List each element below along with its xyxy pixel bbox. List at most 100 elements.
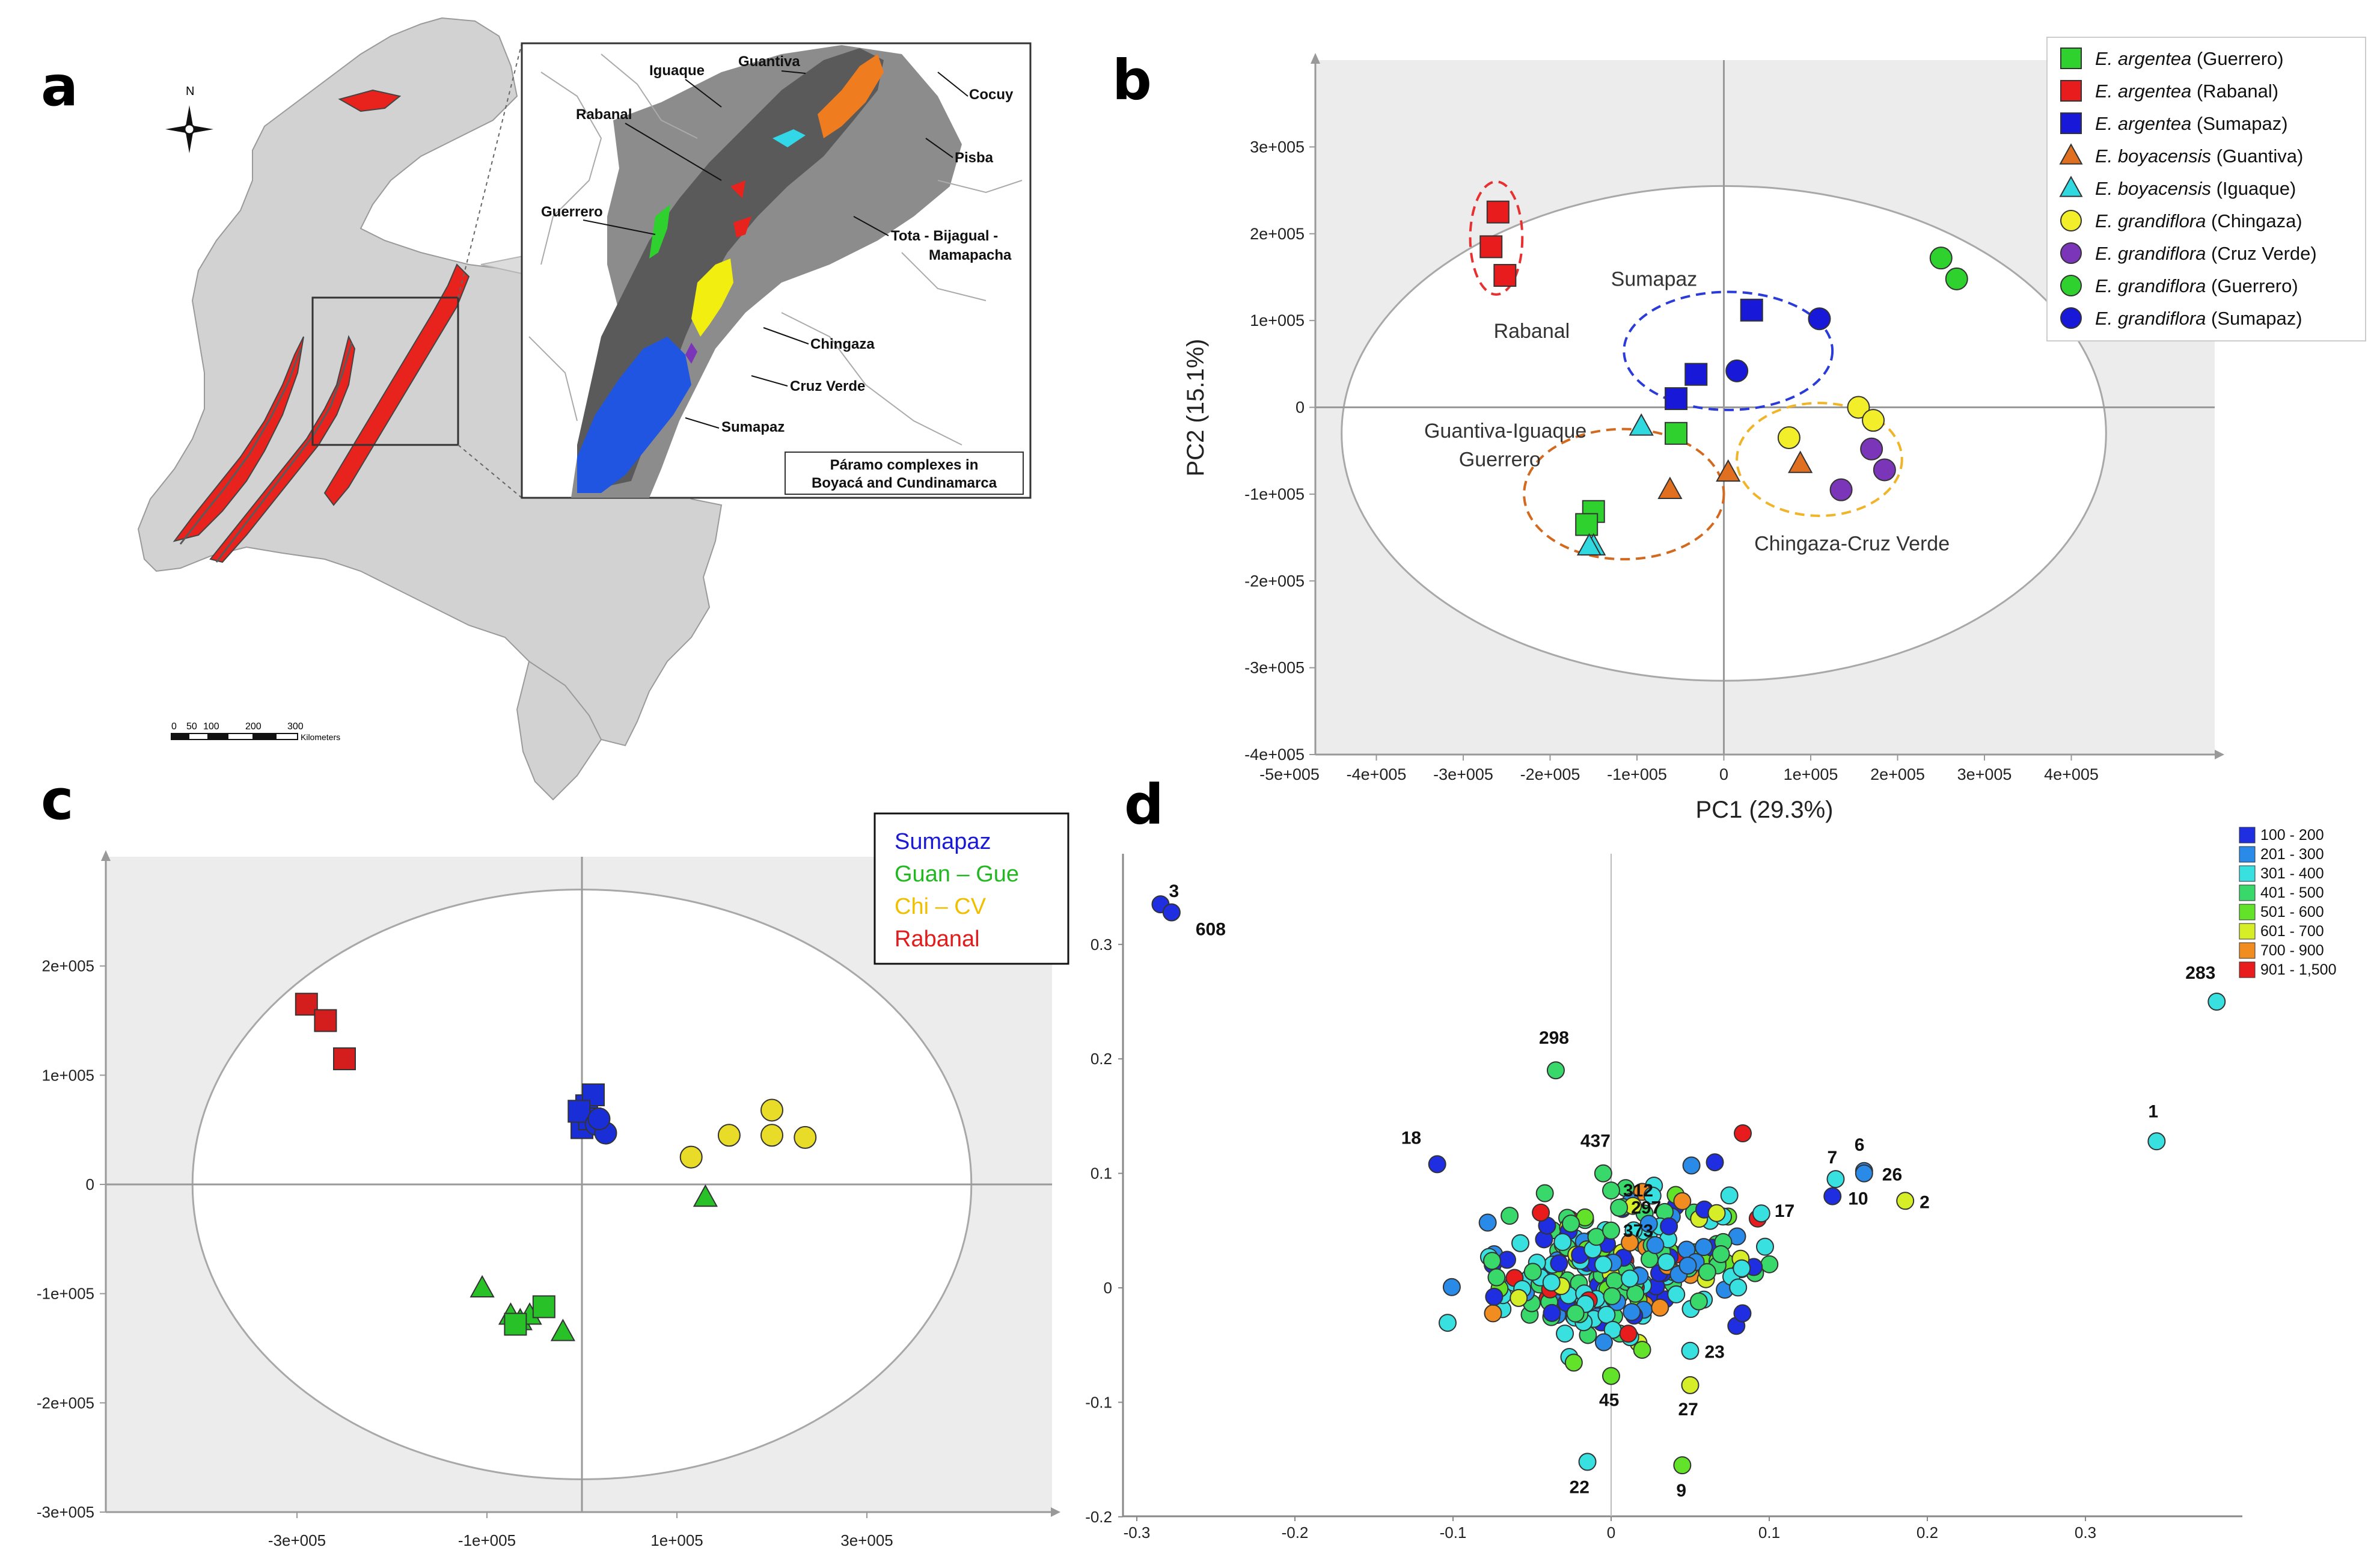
c-data-point: [333, 1047, 356, 1071]
b-x-tick-label: 2e+005: [1870, 765, 1925, 783]
b-data-point: [1576, 533, 1602, 556]
d-legend-swatch: [2239, 942, 2256, 959]
d-data-point: [1594, 1333, 1613, 1352]
d-data-point: [1682, 1156, 1701, 1175]
d-data-point: [1621, 1269, 1639, 1288]
d-point-label: 312: [1623, 1181, 1653, 1201]
b-legend-swatch: [2060, 112, 2082, 134]
b-data-point: [1725, 359, 1749, 382]
d-data-point-labeled: [1681, 1376, 1700, 1394]
panel-a: a N 0: [41, 17, 1032, 801]
b-y-tick-label: 2e+005: [1250, 225, 1305, 243]
d-data-point: [1597, 1305, 1616, 1324]
c-x-arrow-icon: [1051, 1507, 1060, 1517]
d-data-point: [1621, 1233, 1639, 1252]
b-data-point: [1862, 409, 1885, 432]
d-data-point: [1760, 1255, 1779, 1273]
highland-outlines: [179, 342, 353, 563]
b-data-point: [1777, 426, 1800, 450]
colombia-map-south: [516, 660, 602, 801]
d-data-point: [1755, 1237, 1774, 1256]
c-legend-entry: Chi – CV: [895, 894, 987, 919]
b-legend-entry: E. boyacensis (Guantiva): [2095, 145, 2303, 167]
d-data-point: [1510, 1288, 1528, 1307]
inset-rabanal-area: [730, 180, 751, 237]
d-data-point: [1553, 1233, 1572, 1251]
b-data-point: [1657, 476, 1683, 500]
inset-chingaza-area: [691, 259, 733, 337]
inset-label-sumapaz: Sumapaz: [721, 419, 785, 435]
d-data-point: [1485, 1287, 1504, 1306]
b-x-tick-label: 4e+005: [2044, 765, 2099, 783]
b-group-label: Sumapaz: [1611, 268, 1698, 290]
d-point-label: 9: [1676, 1481, 1686, 1501]
inset-label-rabanal: Rabanal: [576, 106, 632, 123]
d-legend-entry: 700 - 900: [2260, 942, 2324, 959]
d-data-point: [1564, 1353, 1583, 1372]
c-y-tick-label: 0: [86, 1175, 94, 1193]
d-data-point: [1695, 1238, 1713, 1257]
d-point-label: 26: [1882, 1165, 1902, 1185]
b-data-point: [1929, 247, 1953, 270]
d-data-point: [1689, 1292, 1708, 1311]
d-legend-entry: 100 - 200: [2260, 827, 2324, 844]
d-data-point: [1482, 1252, 1501, 1270]
d-data-point: [1438, 1314, 1457, 1332]
inset-guerrero-area: [649, 204, 670, 259]
d-data-point: [1733, 1259, 1751, 1278]
d-legend-swatch: [2239, 961, 2256, 978]
scale-tick-3: 200: [245, 721, 262, 732]
d-x-tick-label: -0.2: [1282, 1524, 1309, 1542]
b-x-tick-label: 0: [1719, 765, 1728, 783]
d-point-label: 283: [2185, 963, 2215, 983]
inset-locator-box: [311, 296, 459, 446]
d-data-point: [1733, 1304, 1752, 1323]
b-data-point: [1665, 387, 1688, 411]
d-data-point-labeled: [1162, 903, 1181, 922]
c-x-tick-label: -3e+005: [268, 1531, 326, 1549]
c-y-tick-label: 1e+005: [42, 1066, 94, 1084]
c-x-tick-label: -1e+005: [458, 1531, 516, 1549]
d-x-tick-label: 0: [1607, 1524, 1615, 1542]
b-data-point: [1716, 459, 1741, 482]
inset-pointers: [583, 70, 968, 429]
d-data-point: [1532, 1203, 1550, 1222]
d-y-tick-label: 0.3: [1091, 936, 1112, 954]
d-point-label: 3: [1169, 881, 1179, 901]
d-legend-swatch: [2239, 827, 2256, 844]
d-legend-swatch: [2239, 865, 2256, 882]
d-data-point: [1619, 1325, 1638, 1343]
d-legend-swatch: [2239, 923, 2256, 940]
d-data-point: [1535, 1184, 1554, 1202]
b-legend-swatch: [2060, 242, 2082, 264]
inset-label-iguaque: Iguaque: [649, 63, 705, 79]
b-data-point: [1860, 437, 1883, 461]
d-data-point: [1639, 1214, 1658, 1233]
compass-icon: N: [165, 85, 213, 153]
d-point-label: 1: [2148, 1101, 2158, 1121]
b-legend-swatch: [2060, 47, 2082, 69]
scale-tick-4: 300: [287, 721, 304, 732]
b-x-axis-title: PC1 (29.3%): [1696, 797, 1834, 823]
d-legend-entry: 201 - 300: [2260, 846, 2324, 863]
d-point-label: 10: [1848, 1189, 1868, 1209]
d-data-point: [1643, 1186, 1662, 1205]
b-legend-entry: E. argentea (Sumapaz): [2095, 113, 2288, 134]
connector-top: [457, 43, 522, 298]
d-data-point: [1478, 1213, 1497, 1232]
b-x-tick-label: -3e+005: [1433, 765, 1493, 783]
d-data-point: [1556, 1325, 1574, 1343]
north-label: N: [186, 85, 194, 98]
d-legend-swatch: [2239, 904, 2256, 920]
scale-tick-1: 50: [186, 721, 197, 732]
c-legend-entry: Guan – Gue: [895, 862, 1019, 887]
d-x-tick-label: 0.3: [2075, 1524, 2096, 1542]
b-group-label: Rabanal: [1494, 320, 1570, 343]
d-point-label: 297: [1631, 1198, 1661, 1218]
inset-label-guerrero: Guerrero: [541, 204, 603, 220]
b-y-tick-label: 0: [1296, 399, 1305, 417]
d-y-tick-label: 0: [1104, 1279, 1112, 1297]
d-data-point: [1706, 1153, 1724, 1172]
b-legend-entry: E. grandiflora (Sumapaz): [2095, 308, 2302, 329]
